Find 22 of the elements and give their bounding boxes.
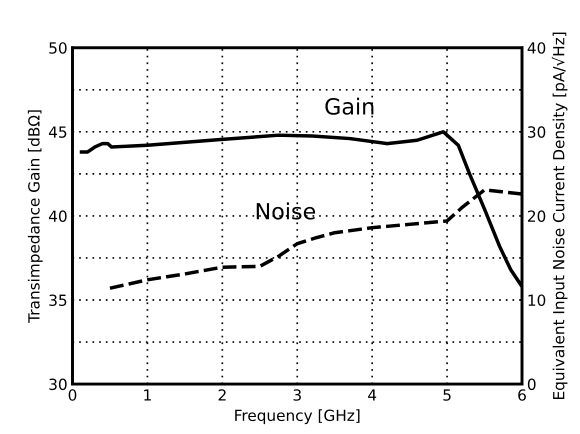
y2-tick-label: 40 xyxy=(528,42,546,54)
x-tick-label: 1 xyxy=(144,389,151,401)
y-tick-label: 30 xyxy=(49,378,67,390)
y2-tick-label: 20 xyxy=(528,210,546,222)
y2-tick-label: 0 xyxy=(528,378,536,390)
x-tick-label: 5 xyxy=(443,389,451,401)
x-tick-label: 2 xyxy=(218,389,226,401)
y-tick-label: 45 xyxy=(48,126,66,138)
y-axis-title: Transimpedance Gain [dBΩ] xyxy=(28,110,43,323)
x-tick-label: 4 xyxy=(368,389,376,401)
series-label: Gain xyxy=(325,98,374,115)
x-tick-label: 6 xyxy=(518,389,526,401)
x-axis-title: Frequency [GHz] xyxy=(235,409,360,424)
x-tick-label: 3 xyxy=(294,389,301,401)
y-tick-label: 50 xyxy=(49,42,67,54)
series-label: Noise xyxy=(256,202,316,220)
x-tick-label: 0 xyxy=(68,389,76,401)
y2-tick-label: 30 xyxy=(528,126,546,138)
y2-axis-title: Equivalent Input Noise Current Density [pA/√Hz] xyxy=(552,32,568,399)
y2-tick-label: 10 xyxy=(528,294,546,306)
y-tick-label: 35 xyxy=(49,294,66,306)
y-tick-label: 40 xyxy=(48,210,67,222)
